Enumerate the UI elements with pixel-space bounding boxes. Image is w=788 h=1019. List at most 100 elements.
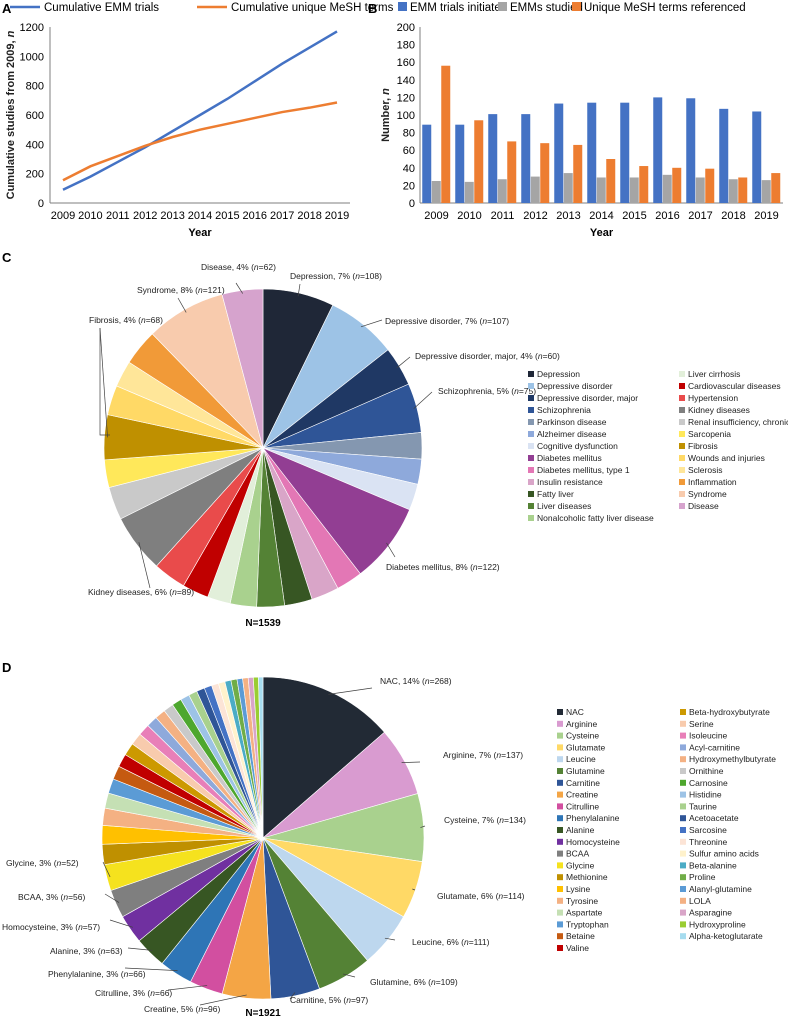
callout-label: Syndrome, 8% (n=121) — [137, 285, 225, 295]
series-line — [62, 30, 338, 191]
legend-label: Diabetes mellitus, type 1 — [537, 465, 630, 475]
callout-label-italic: n — [172, 587, 177, 597]
panel-letter-a: A — [2, 1, 12, 16]
legend-swatch — [528, 395, 534, 401]
legend-swatch — [680, 874, 686, 881]
callout-leader — [396, 356, 411, 369]
bar — [587, 102, 597, 203]
callout-label-text: Diabetes mellitus, 8% ( — [386, 562, 473, 572]
bar — [629, 177, 639, 203]
legend-swatch — [557, 886, 563, 892]
legend-label: Glutamine — [566, 766, 605, 776]
callout-leader — [384, 937, 396, 941]
bar — [441, 65, 451, 203]
panel-d-pie-chart: NAC, 14% (n=268)Arginine, 7% (n=137)Cyst… — [2, 676, 776, 1019]
legend-swatch — [680, 779, 686, 786]
legend-swatch — [679, 479, 685, 485]
callout-label: Homocysteine, 3% (n=57) — [2, 922, 100, 932]
bar — [752, 111, 762, 203]
callout-leader — [342, 973, 356, 978]
y-tick-label: 200 — [397, 22, 415, 34]
legend-label: Hydroxymethylbutyrate — [689, 754, 776, 764]
callout-label-tail: =62) — [259, 262, 276, 272]
callout-label-text: Alanine, 3% ( — [50, 946, 101, 956]
bar — [672, 167, 682, 203]
callout-label-text: Homocysteine, 3% ( — [2, 922, 78, 932]
legend-label: Valine — [566, 943, 589, 953]
bar — [596, 177, 606, 203]
legend-label: Depression — [537, 369, 580, 379]
legend-swatch — [680, 850, 686, 857]
x-tick-label: 2015 — [622, 210, 646, 222]
bar — [497, 179, 507, 203]
legend-swatch — [680, 803, 686, 810]
callout-label: Depression, 7% (n=108) — [290, 271, 382, 281]
legend-label: Ornithine — [689, 766, 724, 776]
legend-swatch — [679, 383, 685, 389]
callout-label-italic: n — [482, 316, 487, 326]
legend-label: Beta-hydroxybutyrate — [689, 707, 770, 717]
callout-label: Arginine, 7% (n=137) — [443, 750, 523, 760]
legend-swatch — [528, 491, 534, 497]
legend-swatch — [557, 815, 563, 822]
callout-label: Fibrosis, 4% (n=68) — [89, 315, 163, 325]
callout-label-text: Cysteine, 7% ( — [444, 815, 499, 825]
callout-label-tail: =109) — [436, 977, 458, 987]
legend-label: Depressive disorder — [537, 381, 613, 391]
legend-label: Fatty liver — [537, 489, 574, 499]
callout-label-tail: =97) — [351, 995, 368, 1005]
callout-leader — [177, 297, 187, 313]
callout-label-italic: n — [473, 562, 478, 572]
callout-label-text: NAC, 14% ( — [380, 676, 425, 686]
bar — [530, 176, 540, 203]
callout-label-italic: n — [124, 969, 129, 979]
callout-leader — [297, 283, 301, 297]
legend-swatch — [557, 897, 563, 904]
legend-label: Creatine — [566, 790, 598, 800]
legend-label: Asparagine — [689, 908, 732, 918]
bar — [719, 108, 729, 203]
callout-label: BCAA, 3% (n=56) — [18, 892, 86, 902]
callout-label-tail: =107) — [487, 316, 509, 326]
callout-label-italic: n — [355, 271, 360, 281]
x-tick-label: 2018 — [721, 210, 745, 222]
legend-label: Insulin resistance — [537, 477, 603, 487]
legend-label: Hydroxyproline — [689, 919, 746, 929]
legend-label: Serine — [689, 719, 714, 729]
legend-label: Renal insufficiency, chronic — [688, 417, 788, 427]
legend-swatch — [557, 709, 563, 715]
pie-slice — [258, 676, 264, 839]
legend-label: BCAA — [566, 849, 589, 859]
callout-label-tail: =122) — [478, 562, 500, 572]
callout-label: Diabetes mellitus, 8% (n=122) — [386, 562, 500, 572]
callout-label-tail: =89) — [177, 587, 194, 597]
legend-label: Glycine — [566, 860, 595, 870]
y-axis-title-text: Number, — [380, 95, 392, 142]
panel-letter-c: C — [2, 250, 12, 265]
callout-label-italic: n — [57, 858, 62, 868]
x-tick-label: 2019 — [325, 210, 349, 222]
bar — [620, 102, 630, 203]
legend-swatch — [679, 455, 685, 461]
callout-leader — [420, 825, 426, 828]
legend-swatch — [557, 756, 563, 763]
callout-label-text: Glutamate, 6% ( — [437, 891, 499, 901]
callout-label-italic: n — [499, 815, 504, 825]
bar — [507, 141, 517, 203]
x-tick-label: 2013 — [160, 210, 184, 222]
x-tick-label: 2013 — [556, 210, 580, 222]
legend-swatch — [557, 933, 563, 940]
legend-label: Syndrome — [688, 489, 727, 499]
panel-b-bar-chart: 0 20 40 60 80 100 120 140 160 180 200 2009 2010 2011 2… — [380, 2, 783, 239]
legend-label: Citrulline — [566, 801, 599, 811]
legend-swatch — [498, 2, 507, 11]
callout-label: Depressive disorder, major, 4% (n=60) — [415, 351, 560, 361]
callout-label-tail: =68) — [146, 315, 163, 325]
legend-swatch — [528, 443, 534, 449]
callout-label-tail: =52) — [61, 858, 78, 868]
x-tick-label: 2009 — [51, 210, 75, 222]
legend-swatch — [528, 515, 534, 521]
legend-swatch — [557, 803, 563, 810]
legend-swatch — [528, 431, 534, 437]
